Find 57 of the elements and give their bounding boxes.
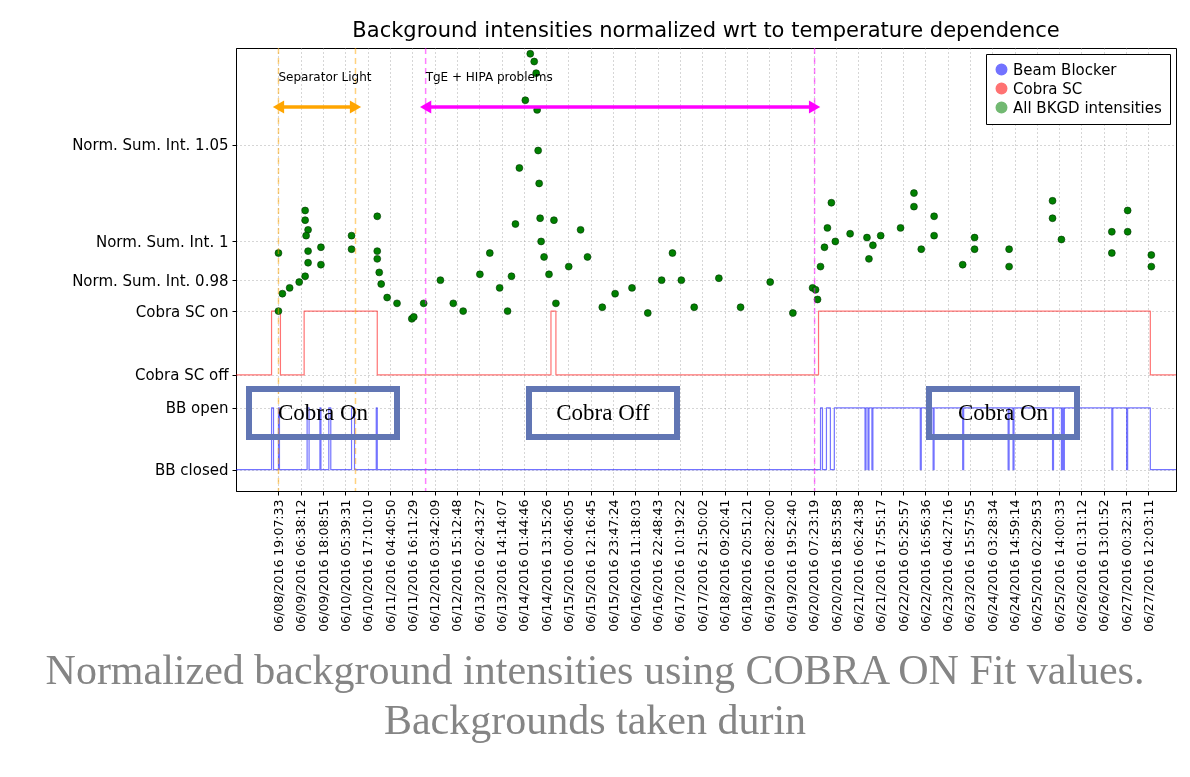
x-tick-label: 06/19/2016 19:52:40	[783, 499, 799, 632]
x-tick-label: 06/22/2016 16:56:36	[917, 499, 933, 632]
x-tick-label: 06/20/2016 18:53:58	[828, 499, 844, 632]
y-tick-label: Norm. Sum. Int. 1	[95, 232, 229, 251]
x-tick-label: 06/20/2016 07:23:19	[806, 499, 822, 632]
annotation: TgE + HIPA problems	[424, 70, 553, 85]
x-tick-label: 06/12/2016 03:42:09	[427, 499, 443, 632]
legend-label: Cobra SC	[1013, 79, 1083, 98]
x-tick-label: 06/22/2016 05:25:57	[895, 499, 911, 632]
x-tick-label: 06/21/2016 17:55:17	[873, 499, 889, 632]
x-tick-label: 06/19/2016 08:22:00	[761, 499, 777, 632]
x-tick-label: 06/14/2016 01:44:46	[516, 499, 532, 632]
x-tick-label: 06/13/2016 02:43:27	[471, 499, 487, 632]
x-tick-label: 06/10/2016 05:39:31	[337, 499, 353, 632]
x-tick-label: 06/21/2016 06:24:38	[850, 499, 866, 632]
x-tick-label: 06/18/2016 09:20:41	[717, 499, 733, 632]
x-tick-label: 06/13/2016 14:14:07	[494, 499, 510, 632]
chart-title: Background intensities normalized wrt to temperature dependence	[352, 18, 1060, 43]
x-tick-label: 06/25/2016 14:00:33	[1051, 499, 1067, 632]
y-tick-label: Norm. Sum. Int. 0.98	[72, 271, 229, 290]
x-tick-label: 06/09/2016 18:08:51	[315, 499, 331, 632]
text: Normalized background intensities using COBRA ON Fit values. Backgrounds taken durin	[44, 646, 1146, 746]
legend-label: Beam Blocker	[1013, 60, 1118, 79]
x-tick-label: 06/10/2016 17:10:10	[360, 499, 376, 632]
x-tick-label: 06/12/2016 15:12:48	[449, 499, 465, 632]
x-tick-label: 06/08/2016 19:07:33	[270, 499, 286, 632]
x-tick-label: 06/17/2016 21:50:02	[694, 499, 710, 632]
annotation: Cobra On	[277, 400, 369, 425]
x-tick-label: 06/24/2016 03:28:34	[984, 499, 1000, 632]
annotation: Cobra Off	[556, 400, 651, 425]
x-tick-label: 06/24/2016 14:59:14	[1007, 499, 1023, 632]
x-tick-label: 06/16/2016 22:48:43	[650, 499, 666, 632]
annotation: Cobra On	[957, 400, 1049, 425]
x-tick-label: 06/26/2016 01:31:12	[1073, 499, 1089, 632]
x-tick-label: 06/17/2016 10:19:22	[672, 499, 688, 632]
x-tick-label: 06/27/2016 12:03:11	[1140, 499, 1156, 632]
x-tick-label: 06/26/2016 13:01:52	[1096, 499, 1112, 632]
legend-label: All BKGD intensities	[1013, 98, 1162, 117]
x-tick-label: 06/14/2016 13:15:26	[538, 499, 554, 632]
x-tick-label: 06/18/2016 20:51:21	[739, 499, 755, 632]
x-tick-label: 06/16/2016 11:18:03	[627, 499, 643, 632]
x-tick-label: 06/15/2016 23:47:24	[605, 499, 621, 632]
x-tick-label: 06/15/2016 12:16:45	[583, 499, 599, 632]
x-tick-label: 06/11/2016 16:11:29	[404, 499, 420, 632]
x-tick-label: 06/23/2016 15:57:55	[962, 499, 978, 632]
y-tick-label: BB open	[165, 399, 229, 418]
x-tick-label: 06/25/2016 02:29:53	[1029, 499, 1045, 632]
y-tick-label: Norm. Sum. Int. 1.05	[72, 136, 229, 155]
x-tick-label: 06/27/2016 00:32:31	[1118, 499, 1134, 632]
y-tick-label: BB closed	[154, 461, 229, 480]
y-tick-label: Cobra SC off	[134, 366, 230, 385]
x-tick-label: 06/11/2016 04:40:50	[382, 499, 398, 632]
annotation: Separator Light	[278, 70, 372, 85]
y-tick-label: Cobra SC on	[135, 302, 229, 321]
x-tick-label: 06/23/2016 04:27:16	[940, 499, 956, 632]
x-tick-label: 06/15/2016 00:46:05	[560, 499, 576, 632]
x-tick-label: 06/09/2016 06:38:12	[293, 499, 309, 632]
